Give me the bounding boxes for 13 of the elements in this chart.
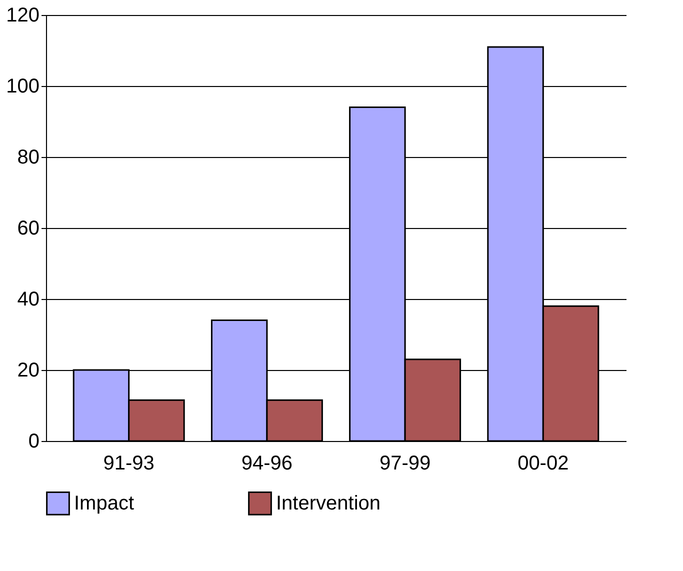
legend-label: Impact [74, 492, 134, 514]
y-tick-label: 80 [17, 146, 40, 168]
y-tick-label: 0 [28, 430, 40, 452]
x-tick-label: 00-02 [518, 452, 569, 474]
x-tick-label: 91-93 [103, 452, 154, 474]
y-tick-label: 20 [17, 360, 40, 382]
y-tick-label: 100 [6, 76, 40, 98]
legend-label: Intervention [276, 492, 381, 514]
y-tick-label: 120 [6, 4, 40, 26]
y-tick-label: 60 [17, 218, 40, 240]
x-tick-label: 97-99 [379, 452, 431, 474]
x-tick-label: 94-96 [241, 452, 293, 474]
y-tick-label: 40 [17, 288, 40, 310]
